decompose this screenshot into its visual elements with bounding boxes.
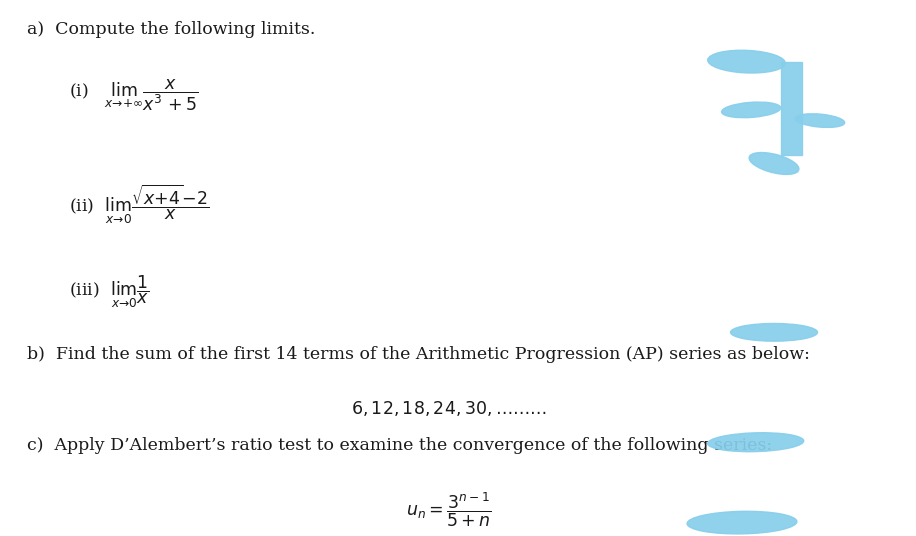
Text: (i)   $\lim_{x \to +\infty} \dfrac{x}{x^3+5}$: (i) $\lim_{x \to +\infty} \dfrac{x}{x^3+… [69, 78, 199, 113]
Ellipse shape [749, 153, 799, 174]
Text: c)  Apply D’Alembert’s ratio test to examine the convergence of the following se: c) Apply D’Alembert’s ratio test to exam… [27, 437, 772, 454]
Ellipse shape [722, 102, 780, 118]
Ellipse shape [708, 433, 803, 452]
Ellipse shape [708, 50, 785, 73]
Bar [781, 62, 802, 155]
Text: (ii)  $\lim_{x \to 0} \dfrac{\sqrt{x+4}-2}{x}$: (ii) $\lim_{x \to 0} \dfrac{\sqrt{x+4}-2… [69, 182, 209, 226]
Text: $6, 12, 18, 24, 30, \ldots \ldots \ldots$: $6, 12, 18, 24, 30, \ldots \ldots \ldots… [351, 399, 547, 418]
Ellipse shape [687, 511, 797, 534]
Text: $u_n = \dfrac{3^{n-1}}{5+n}$: $u_n = \dfrac{3^{n-1}}{5+n}$ [406, 490, 492, 529]
Text: a)  Compute the following limits.: a) Compute the following limits. [27, 21, 316, 39]
Ellipse shape [795, 114, 845, 128]
Text: b)  Find the sum of the first 14 terms of the Arithmetic Progression (AP) series: b) Find the sum of the first 14 terms of… [27, 346, 811, 363]
Ellipse shape [731, 323, 817, 341]
Text: (iii)  $\lim_{x \to 0} \dfrac{1}{x}$: (iii) $\lim_{x \to 0} \dfrac{1}{x}$ [69, 273, 149, 310]
